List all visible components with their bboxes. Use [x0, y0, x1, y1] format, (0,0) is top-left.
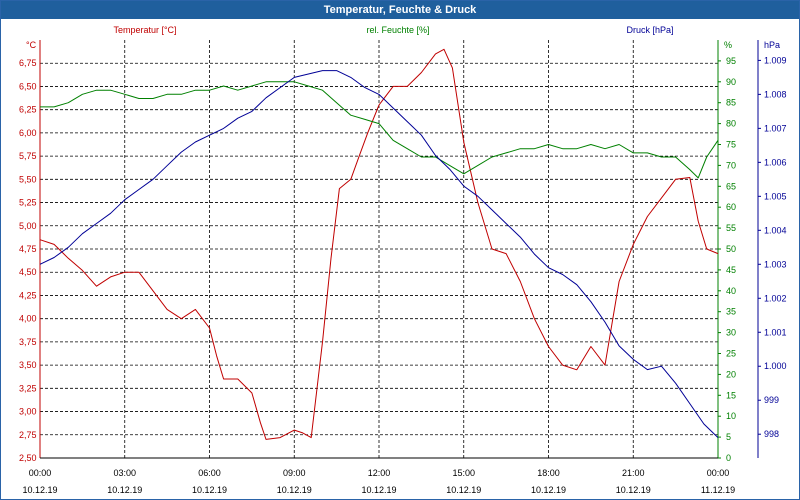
humidity-tick-label: 65	[726, 181, 736, 191]
temperature-tick-label: 6,00	[19, 128, 37, 138]
humidity-tick-label: 80	[726, 119, 736, 129]
humidity-tick-label: 75	[726, 140, 736, 150]
x-tick-time: 15:00	[452, 468, 475, 478]
temperature-tick-label: 2,75	[19, 430, 37, 440]
temperature-axis-label: Temperatur [°C]	[113, 25, 176, 35]
humidity-tick-label: 30	[726, 328, 736, 338]
pressure-tick-label: 1.009	[764, 55, 787, 65]
pressure-axis-label: Druck [hPa]	[626, 25, 673, 35]
humidity-series-line	[40, 81, 719, 179]
temperature-tick-label: 6,25	[19, 105, 37, 115]
pressure-axis-ticks: 998 999 1.000 1.001 1.002 1.003 1.004 1.005 1.00…	[758, 55, 787, 439]
pressure-tick-label: 1.007	[764, 123, 787, 133]
pressure-unit-label: hPa	[764, 40, 780, 50]
temperature-tick-label: 3,50	[19, 360, 37, 370]
temperature-axis-ticks: 2,50 2,75 3,00 3,25 3,50 3,75 4,00 4,25 4,50 4,75…	[19, 58, 37, 463]
x-tick-date: 10.12.19	[192, 485, 227, 495]
temperature-tick-label: 3,00	[19, 407, 37, 417]
grid-lines	[40, 40, 718, 459]
temperature-tick-label: 3,25	[19, 383, 37, 393]
humidity-tick-label: 20	[726, 369, 736, 379]
temperature-tick-label: 5,25	[19, 198, 37, 208]
temperature-tick-label: 4,75	[19, 244, 37, 254]
x-tick-time: 00:00	[707, 468, 730, 478]
temperature-tick-label: 4,25	[19, 290, 37, 300]
x-tick-date: 10.12.19	[107, 485, 142, 495]
temperature-tick-label: 5,75	[19, 151, 37, 161]
pressure-tick-label: 1.002	[764, 293, 787, 303]
humidity-tick-label: 55	[726, 223, 736, 233]
temperature-series-line	[39, 48, 719, 440]
pressure-tick-label: 1.000	[764, 361, 787, 371]
pressure-tick-label: 1.001	[764, 327, 787, 337]
humidity-tick-label: 10	[726, 411, 736, 421]
temperature-unit-label: °C	[26, 40, 37, 50]
x-tick-time: 21:00	[622, 468, 645, 478]
pressure-tick-label: 998	[764, 429, 779, 439]
temperature-tick-label: 5,00	[19, 221, 37, 231]
humidity-tick-label: 50	[726, 244, 736, 254]
humidity-axis-ticks: 0 5 10 15 20 25 30 35 40 45 50 55 60 65 70 75 80 85 90 95	[718, 56, 736, 463]
x-tick-date: 10.12.19	[616, 485, 651, 495]
temperature-tick-label: 6,75	[19, 58, 37, 68]
humidity-unit-label: %	[724, 40, 732, 50]
window-title: Temperatur, Feuchte & Druck	[1, 1, 799, 19]
x-tick-time: 12:00	[368, 468, 391, 478]
pressure-series-line	[39, 70, 719, 438]
pressure-tick-label: 1.006	[764, 157, 787, 167]
temperature-tick-label: 2,50	[19, 453, 37, 463]
x-tick-date: 10.12.19	[531, 485, 566, 495]
x-tick-time: 09:00	[283, 468, 306, 478]
humidity-tick-label: 90	[726, 77, 736, 87]
temperature-tick-label: 5,50	[19, 174, 37, 184]
x-tick-time: 00:00	[29, 468, 52, 478]
humidity-tick-label: 5	[726, 432, 731, 442]
time-axis-ticks: 00:00 10.12.19 03:00 10.12.19 06:00 10.12.19 0…	[22, 468, 735, 495]
x-tick-date: 10.12.19	[22, 485, 57, 495]
humidity-tick-label: 25	[726, 349, 736, 359]
x-tick-date: 11.12.19	[701, 485, 735, 495]
humidity-tick-label: 0	[726, 453, 731, 463]
x-tick-time: 03:00	[113, 468, 136, 478]
x-tick-date: 10.12.19	[446, 485, 481, 495]
humidity-tick-label: 45	[726, 265, 736, 275]
x-tick-date: 10.12.19	[277, 485, 312, 495]
series-lines	[39, 48, 719, 440]
temperature-tick-label: 4,00	[19, 314, 37, 324]
pressure-tick-label: 1.003	[764, 259, 787, 269]
temperature-tick-label: 3,75	[19, 337, 37, 347]
temperature-tick-label: 4,50	[19, 267, 37, 277]
humidity-tick-label: 40	[726, 286, 736, 296]
humidity-tick-label: 95	[726, 56, 736, 66]
humidity-tick-label: 15	[726, 390, 736, 400]
humidity-tick-label: 60	[726, 202, 736, 212]
pressure-tick-label: 1.005	[764, 191, 787, 201]
pressure-tick-label: 1.008	[764, 89, 787, 99]
pressure-tick-label: 999	[764, 395, 779, 405]
x-tick-date: 10.12.19	[361, 485, 396, 495]
humidity-tick-label: 70	[726, 160, 736, 170]
pressure-tick-label: 1.004	[764, 225, 787, 235]
humidity-axis-label: rel. Feuchte [%]	[366, 25, 429, 35]
humidity-tick-label: 85	[726, 98, 736, 108]
temperature-tick-label: 6,50	[19, 81, 37, 91]
x-tick-time: 18:00	[537, 468, 560, 478]
humidity-tick-label: 35	[726, 307, 736, 317]
x-tick-time: 06:00	[198, 468, 221, 478]
